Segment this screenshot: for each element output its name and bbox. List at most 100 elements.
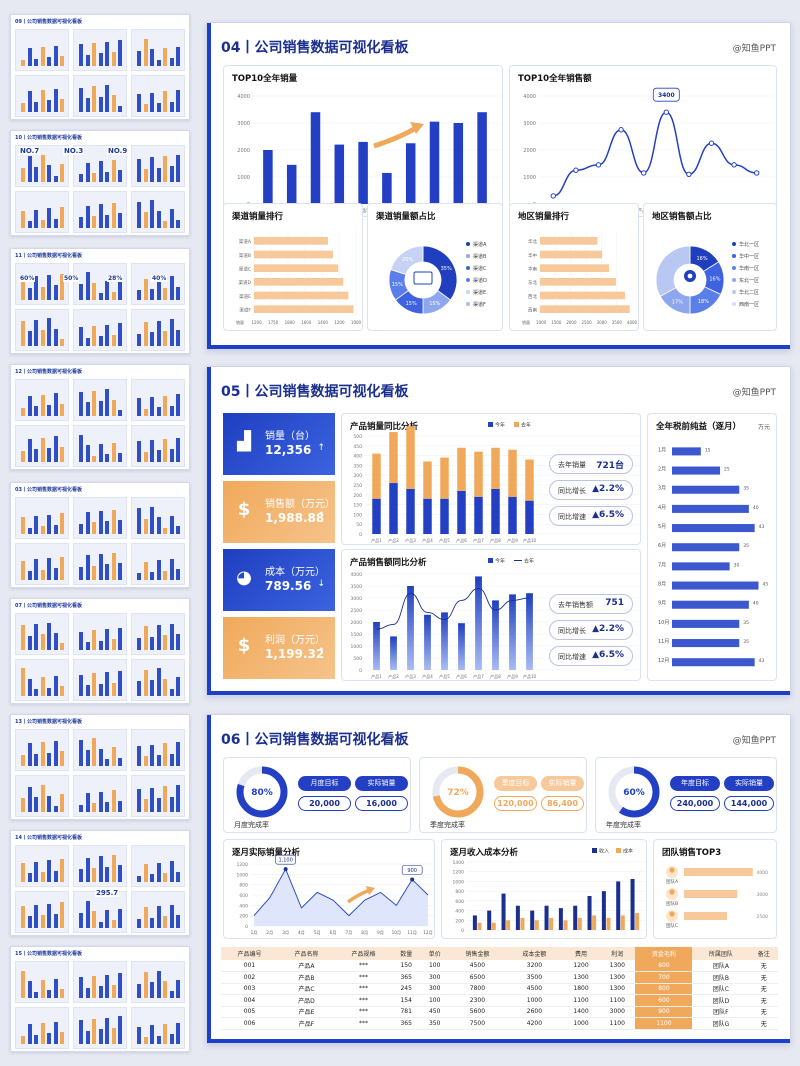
y-tick-label: 200: [239, 914, 248, 920]
thumbnail-bar: [85, 98, 90, 112]
legend-marker: [466, 302, 470, 306]
thumbnail-bar: [27, 981, 32, 998]
panel-title: 地区销售额占比: [652, 212, 712, 222]
table-cell: 300: [420, 983, 449, 995]
data-label: 35: [743, 620, 749, 626]
thumbnail-bar: [47, 623, 51, 650]
thumbnail-bar: [53, 979, 58, 998]
thumbnail-bar: [34, 516, 38, 534]
thumbnail-slide[interactable]: 11丨公司销售数据可视化看板 60% 50% 28% 40%: [10, 248, 190, 354]
thumbnail-bar: [111, 52, 116, 66]
thumbnail-bar: [105, 215, 109, 228]
table-cell: 团队D: [692, 994, 750, 1007]
x-tick-label: 产品4: [422, 537, 433, 543]
thumbnail-block: [15, 891, 69, 933]
target-label-pill: 季度目标: [494, 776, 537, 791]
bar: [540, 264, 609, 272]
thumbnail-block: [131, 659, 185, 701]
thumbnail-bar: [21, 668, 25, 696]
legend-label: 渠道A: [473, 241, 487, 248]
legend-marker: [466, 254, 470, 258]
thumbnail-slide[interactable]: 03丨公司销售数据可视化看板: [10, 482, 190, 588]
thumbnail-bar: [79, 217, 83, 228]
panel-title: TOP10全年销量: [232, 74, 298, 84]
thumbnail-bar: [27, 1024, 32, 1044]
y-tick-label: 800: [239, 883, 248, 889]
thumbnail-bar: [176, 47, 180, 66]
stat-last-year-volume: 去年销量 721台: [549, 454, 633, 474]
thumbnail-bar: [21, 451, 25, 462]
thumbnail-bar: [27, 873, 32, 882]
legend-label: 东北一区: [739, 277, 759, 284]
actual-value: 86,400: [541, 796, 584, 811]
table-cell: 1300: [599, 960, 636, 972]
table-cell: 365: [391, 971, 421, 984]
thumbnail-bar: [40, 287, 45, 300]
thumbnail-bar: [150, 788, 154, 812]
thumbnail-bar: [27, 396, 32, 416]
thumbnail-bar: [79, 284, 83, 300]
thumbnail-bar: [150, 507, 154, 534]
bar: [286, 164, 297, 204]
thumbnail-bar: [169, 624, 174, 650]
thumbnail-slide[interactable]: 15丨公司销售数据可视化看板: [10, 946, 190, 1052]
thumbnail-bar: [92, 173, 96, 182]
thumbnail-slide[interactable]: 13丨公司销售数据可视化看板: [10, 714, 190, 820]
thumbnail-bar: [21, 1036, 25, 1044]
thumbnail-bar: [156, 625, 161, 650]
thumbnail-bar: [85, 988, 90, 998]
thumbnail-bar: [85, 206, 90, 228]
thumbnail-title: 07丨公司销售数据可视化看板: [15, 603, 82, 609]
thumbnail-bar: [137, 508, 141, 534]
thumbnail-slide[interactable]: 07丨公司销售数据可视化看板: [10, 598, 190, 704]
bar: [254, 264, 339, 272]
thumbnail-bar: [163, 396, 167, 416]
thumbnail-block: [73, 309, 127, 351]
thumbnail-bar: [92, 630, 96, 650]
thumbnail-bar: [176, 634, 180, 650]
bar: [540, 305, 630, 313]
bar: [441, 612, 448, 670]
thumbnail-slide[interactable]: 14丨公司销售数据可视化看板 295.7: [10, 830, 190, 936]
y-tick-label: 150: [353, 503, 362, 509]
table-cell: 1200: [562, 960, 600, 972]
table-header-row: 产品编号 产品名称 产品规格 数量 单价 销售金额 成本金额 费用 利润 资金毛利 所属团队 备注: [221, 947, 778, 960]
bar: [453, 123, 464, 204]
table-cell: 1300: [599, 971, 636, 984]
thumbnail-bar: [143, 562, 148, 580]
callout-box: [275, 854, 296, 865]
bar-last-year: [474, 451, 483, 497]
thumbnail-bar: [143, 1037, 148, 1044]
thumbnail-bar: [163, 571, 167, 580]
thumbnail-bar: [60, 447, 64, 462]
thumbnail-slide[interactable]: 09丨公司销售数据可视化看板: [10, 14, 190, 120]
bar: [672, 562, 730, 571]
thumbnail-block: [73, 75, 127, 117]
thumbnail-bar: [176, 394, 180, 416]
thumbnail-bar: [156, 321, 161, 346]
actual-value: 144,000: [724, 796, 774, 811]
thumbnail-bar: [60, 99, 64, 112]
thumbnail-bar: [176, 220, 180, 228]
thumbnail-bar: [118, 40, 122, 66]
thumbnail-bar: [21, 408, 25, 416]
stat-yoy-speed: 同比增速 ▲6.5%: [549, 506, 633, 526]
kpi-label: 成本（万元）: [265, 567, 325, 578]
thumbnail-bar: [169, 102, 174, 112]
thumbnail-bar: [111, 335, 116, 346]
thumbnail-slide[interactable]: 10丨公司销售数据可视化看板 NO.7 NO.3 NO.9: [10, 130, 190, 236]
actual-label-pill: 实际销量: [724, 776, 774, 791]
data-label: 35: [743, 639, 749, 645]
table-header-cell: 所属团队: [692, 947, 750, 960]
stat-label: 同比增速: [558, 513, 586, 521]
thumbnail-bar: [53, 176, 58, 182]
thumbnail-bar: [137, 984, 141, 998]
x-tick-label: 1000: [536, 320, 547, 325]
thumbnail-slide[interactable]: 12丨公司销售数据可视化看板: [10, 364, 190, 470]
thumbnail-bar: [137, 51, 141, 66]
thumbnail-bar: [53, 436, 58, 462]
table-header-cell: 产品编号: [221, 947, 278, 960]
thumbnail-bar: [176, 872, 180, 882]
bar-income: [573, 905, 578, 930]
y-tick-label: 2000: [351, 620, 363, 626]
